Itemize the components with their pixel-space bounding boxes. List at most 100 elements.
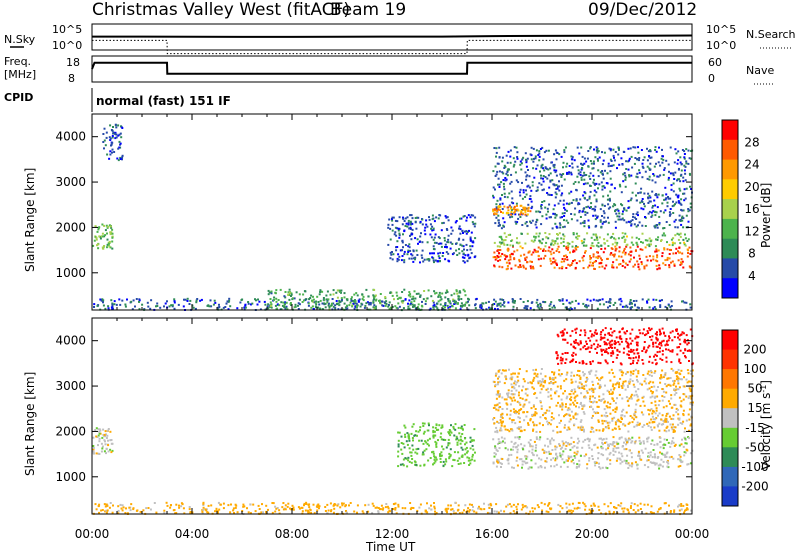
heatmap-cell: [644, 239, 647, 242]
heatmap-cell: [490, 504, 493, 507]
heatmap-cell: [539, 384, 542, 387]
heatmap-cell: [511, 213, 514, 216]
heatmap-cell: [667, 176, 670, 179]
heatmap-cell: [545, 167, 548, 170]
heatmap-cell: [678, 509, 681, 512]
heatmap-cell: [192, 306, 195, 309]
heatmap-cell: [343, 302, 346, 305]
heatmap-cell: [555, 262, 558, 265]
heatmap-cell: [111, 135, 114, 137]
heatmap-cell: [521, 460, 524, 463]
heatmap-cell: [495, 372, 498, 375]
heatmap-cell: [483, 502, 485, 505]
heatmap-cell: [654, 214, 657, 217]
heatmap-cell: [671, 440, 674, 443]
heatmap-cell: [599, 257, 602, 260]
heatmap-cell: [401, 249, 403, 252]
heatmap-cell: [517, 181, 520, 184]
heatmap-cell: [535, 149, 538, 152]
heatmap-cell: [618, 255, 620, 258]
heatmap-cell: [660, 458, 663, 461]
heatmap-cell: [434, 440, 437, 443]
heatmap-cell: [654, 225, 657, 228]
heatmap-cell: [168, 305, 171, 308]
heatmap-cell: [512, 510, 515, 513]
heatmap-cell: [668, 243, 671, 246]
heatmap-cell: [102, 133, 105, 135]
heatmap-cell: [468, 257, 471, 260]
heatmap-cell: [554, 376, 557, 379]
heatmap-cell: [500, 424, 503, 427]
heatmap-cell: [540, 381, 543, 383]
heatmap-cell: [534, 462, 537, 465]
heatmap-cell: [407, 435, 410, 438]
heatmap-cell: [638, 268, 641, 271]
heatmap-cell: [542, 385, 545, 388]
heatmap-cell: [402, 307, 405, 310]
heatmap-cell: [655, 409, 658, 412]
heatmap-cell: [665, 193, 668, 196]
heatmap-cell: [637, 214, 639, 217]
heatmap-cell: [112, 504, 114, 507]
heatmap-cell: [583, 171, 586, 174]
heatmap-cell: [416, 306, 419, 309]
heatmap-cell: [565, 502, 568, 505]
heatmap-cell: [458, 225, 461, 228]
heatmap-cell: [515, 505, 518, 508]
heatmap-cell: [304, 509, 307, 512]
heatmap-cell: [467, 459, 470, 462]
heatmap-cell: [630, 502, 633, 505]
heatmap-cell: [117, 509, 120, 512]
heatmap-cell: [674, 403, 677, 406]
heatmap-cell: [103, 224, 106, 227]
heatmap-cell: [605, 437, 608, 440]
heatmap-cell: [394, 507, 397, 509]
heatmap-cell: [530, 407, 533, 410]
heatmap-cell: [432, 463, 434, 466]
heatmap-cell: [673, 382, 676, 385]
heatmap-cell: [597, 505, 600, 508]
heatmap-cell: [580, 176, 583, 179]
heatmap-cell: [680, 508, 683, 511]
heatmap-cell: [594, 347, 597, 350]
heatmap-cell: [542, 414, 544, 417]
heatmap-cell: [632, 215, 634, 218]
heatmap-cell: [591, 458, 594, 460]
heatmap-cell: [612, 383, 615, 386]
heatmap-cell: [618, 420, 621, 423]
heatmap-cell: [130, 300, 133, 303]
heatmap-cell: [689, 202, 692, 205]
heatmap-cell: [646, 422, 649, 425]
heatmap-cell: [637, 224, 639, 227]
heatmap-cell: [559, 387, 562, 390]
heatmap-cell: [541, 163, 544, 166]
heatmap-cell: [391, 216, 394, 219]
heatmap-cell: [655, 264, 658, 267]
heatmap-cell: [525, 178, 528, 181]
heatmap-cell: [475, 511, 478, 514]
heatmap-cell: [587, 165, 590, 168]
heatmap-cell: [498, 146, 501, 149]
heatmap-cell: [620, 414, 623, 417]
heatmap-cell: [600, 453, 603, 456]
heatmap-cell: [612, 232, 615, 235]
heatmap-cell: [631, 440, 634, 443]
heatmap-cell: [528, 401, 531, 404]
heatmap-cell: [392, 503, 395, 505]
heatmap-cell: [664, 502, 667, 505]
heatmap-cell: [590, 244, 593, 247]
heatmap-cell: [654, 412, 657, 415]
heatmap-cell: [353, 307, 356, 310]
heatmap-cell: [616, 457, 619, 460]
heatmap-cell: [257, 504, 260, 507]
heatmap-cell: [615, 459, 618, 462]
heatmap-cell: [544, 411, 547, 414]
heatmap-cell: [101, 223, 104, 226]
heatmap-cell: [498, 235, 501, 238]
heatmap-cell: [576, 394, 579, 397]
heatmap-cell: [595, 244, 598, 247]
heatmap-cell: [675, 193, 678, 196]
heatmap-cell: [592, 509, 594, 512]
heatmap-cell: [541, 238, 544, 241]
heatmap-cell: [108, 245, 111, 248]
